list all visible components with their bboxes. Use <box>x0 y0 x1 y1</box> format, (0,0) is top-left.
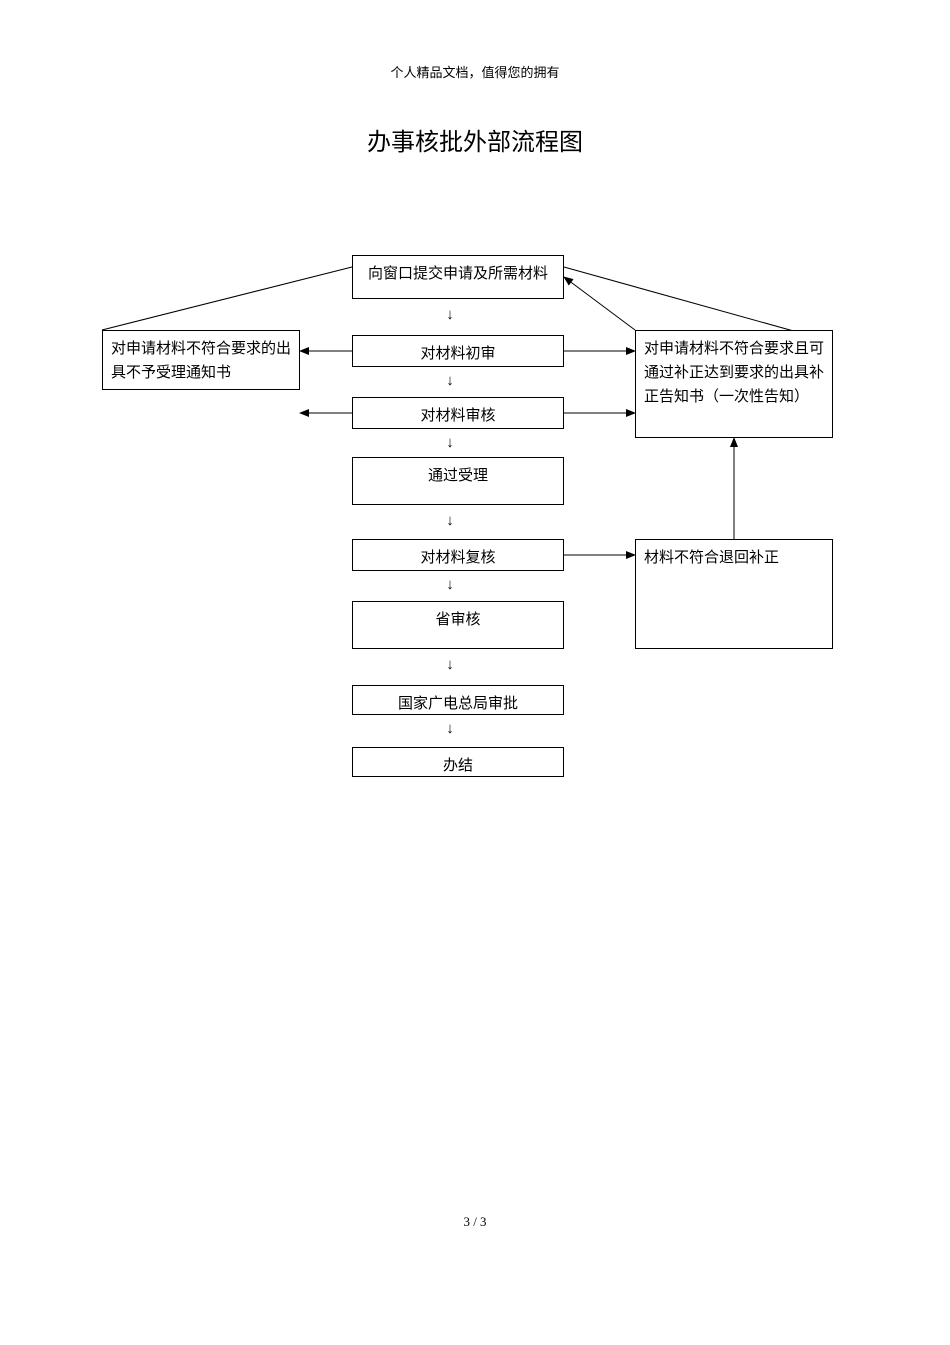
flowchart-node-n3: 对材料审核 <box>352 397 564 429</box>
page-title: 办事核批外部流程图 <box>0 122 950 157</box>
flowchart-node-n6: 省审核 <box>352 601 564 649</box>
flowchart-node-n1: 向窗口提交申请及所需材料 <box>352 255 564 299</box>
flowchart-node-n2: 对材料初审 <box>352 335 564 367</box>
flowchart-node-n7: 国家广电总局审批 <box>352 685 564 715</box>
down-arrow-1: ↓ <box>440 373 460 390</box>
flowchart-node-right2: 材料不符合退回补正 <box>635 539 833 649</box>
down-arrow-3: ↓ <box>440 513 460 530</box>
edge-6 <box>564 277 635 330</box>
flowchart-node-n4: 通过受理 <box>352 457 564 505</box>
page-footer: 3 / 3 <box>0 1214 950 1230</box>
edge-7 <box>102 267 352 330</box>
down-arrow-6: ↓ <box>440 721 460 738</box>
flowchart-node-n5: 对材料复核 <box>352 539 564 571</box>
down-arrow-0: ↓ <box>440 307 460 324</box>
down-arrow-5: ↓ <box>440 657 460 674</box>
flowchart-node-left: 对申请材料不符合要求的出具不予受理通知书 <box>102 330 300 390</box>
header-note: 个人精品文档，值得您的拥有 <box>0 62 950 81</box>
flowchart-node-right1: 对申请材料不符合要求且可通过补正达到要求的出具补正告知书（一次性告知） <box>635 330 833 438</box>
flowchart-node-n8: 办结 <box>352 747 564 777</box>
down-arrow-2: ↓ <box>440 435 460 452</box>
flowchart: 向窗口提交申请及所需材料对材料初审对材料审核通过受理对材料复核省审核国家广电总局… <box>0 255 950 795</box>
down-arrow-4: ↓ <box>440 577 460 594</box>
